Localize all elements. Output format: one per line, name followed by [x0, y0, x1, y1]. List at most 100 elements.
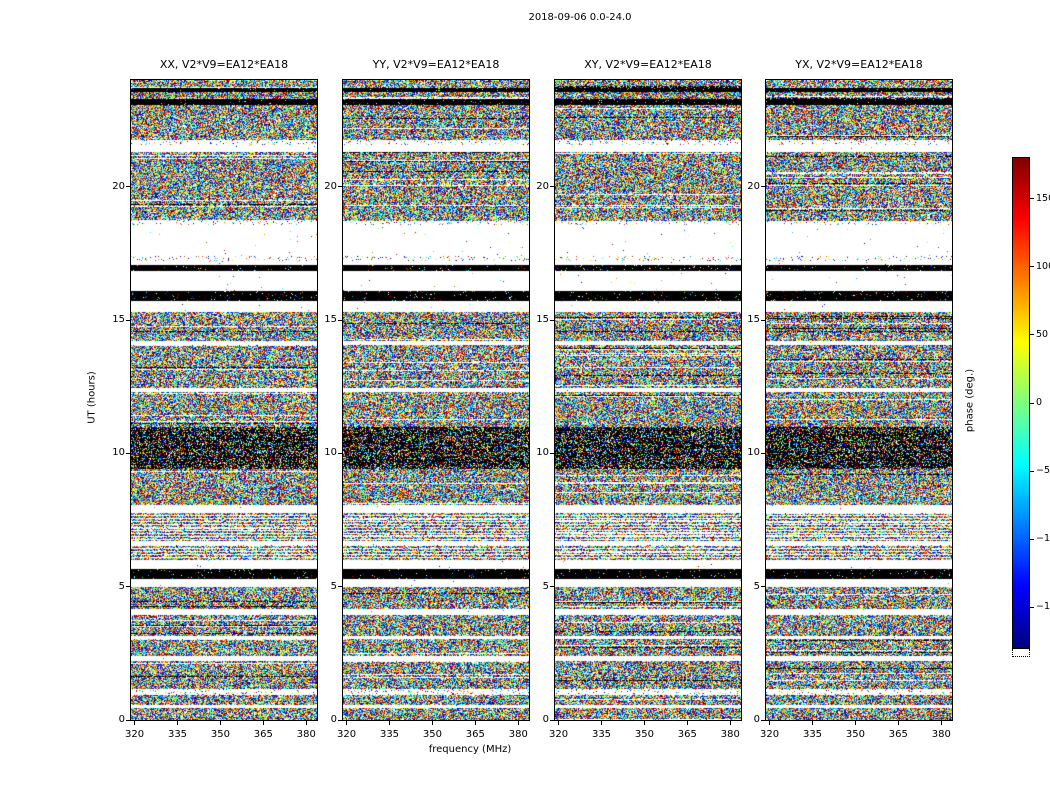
heatmap-canvas-yy — [343, 80, 529, 720]
heatmap-panel-xx — [130, 79, 318, 721]
colorbar-tick-mark — [1030, 198, 1034, 200]
panel-title-yx: YX, V2*V9=EA12*EA18 — [795, 58, 923, 71]
x-tick-mark — [686, 721, 688, 725]
y-tick-mark — [338, 719, 342, 721]
panel-title-yy: YY, V2*V9=EA12*EA18 — [372, 58, 500, 71]
y-tick-label: 20 — [536, 180, 549, 192]
y-tick-mark — [550, 319, 554, 321]
y-tick-label: 10 — [536, 447, 549, 459]
colorbar-tick-label: 0 — [1036, 397, 1043, 408]
colorbar-gradient — [1013, 158, 1029, 648]
heatmap-panel-yx — [765, 79, 953, 721]
x-tick-label: 335 — [802, 729, 823, 740]
x-axis-label: frequency (MHz) — [428, 744, 512, 755]
x-tick-label: 380 — [931, 729, 951, 740]
y-tick-label: 20 — [747, 180, 760, 192]
y-tick-label: 15 — [324, 314, 337, 325]
x-tick-mark — [219, 721, 221, 725]
x-tick-label: 320 — [337, 729, 357, 740]
y-tick-label: 15 — [747, 314, 760, 325]
colorbar-tick-mark — [1030, 334, 1034, 336]
x-tick-label: 320 — [125, 729, 145, 740]
x-tick-mark — [262, 721, 264, 725]
y-tick-mark — [550, 452, 554, 454]
colorbar-tick-mark — [1030, 606, 1034, 608]
colorbar-tick-mark — [1030, 470, 1034, 472]
colorbar-tick-label: −50 — [1036, 465, 1050, 477]
panel-title-xy: XY, V2*V9=EA12*EA18 — [584, 58, 712, 71]
y-tick-mark — [126, 452, 130, 454]
heatmap-canvas-yx — [766, 80, 952, 720]
x-tick-label: 380 — [720, 729, 740, 740]
x-tick-label: 335 — [591, 729, 612, 740]
y-tick-label: 5 — [753, 580, 760, 592]
x-tick-label: 320 — [760, 729, 780, 740]
y-tick-mark — [550, 186, 554, 188]
colorbar-tick-label: 50 — [1036, 328, 1049, 340]
colorbar-tick-mark — [1030, 402, 1034, 404]
x-tick-label: 335 — [379, 729, 400, 740]
colorbar-tick-label: 150 — [1036, 192, 1050, 204]
y-axis-label: UT (hours) — [86, 371, 98, 424]
y-tick-label: 10 — [112, 447, 125, 459]
x-tick-label: 350 — [422, 729, 442, 740]
colorbar-tick-mark — [1030, 538, 1034, 540]
y-tick-mark — [126, 186, 130, 188]
x-tick-label: 350 — [210, 729, 230, 740]
x-tick-label: 350 — [845, 729, 865, 740]
x-tick-mark — [517, 721, 519, 725]
colorbar-frame — [1012, 157, 1030, 649]
y-tick-mark — [338, 319, 342, 321]
y-tick-label: 20 — [112, 180, 125, 192]
x-tick-mark — [854, 721, 856, 725]
x-tick-mark — [177, 721, 178, 725]
x-tick-label: 365 — [465, 729, 485, 740]
x-tick-label: 365 — [888, 729, 908, 740]
heatmap-canvas-xy — [555, 80, 741, 720]
y-tick-mark — [550, 586, 554, 588]
heatmap-panel-yy — [342, 79, 530, 721]
x-tick-mark — [601, 721, 602, 725]
x-tick-mark — [643, 721, 645, 725]
y-tick-label: 0 — [753, 714, 760, 725]
y-tick-label: 0 — [542, 714, 549, 725]
y-tick-label: 5 — [118, 580, 125, 592]
y-tick-label: 15 — [112, 314, 125, 325]
y-tick-mark — [761, 586, 765, 588]
y-tick-label: 0 — [330, 714, 337, 725]
y-tick-label: 5 — [542, 580, 549, 592]
y-tick-label: 20 — [324, 180, 337, 192]
panel-title-xx: XX, V2*V9=EA12*EA18 — [159, 58, 289, 71]
x-tick-label: 365 — [253, 729, 273, 740]
x-tick-label: 380 — [508, 729, 528, 740]
colorbar-label: phase (deg.) — [964, 368, 976, 433]
x-tick-label: 320 — [549, 729, 569, 740]
y-tick-mark — [338, 452, 342, 454]
x-tick-mark — [474, 721, 476, 725]
x-tick-label: 335 — [167, 729, 188, 740]
figure-suptitle: 2018-09-06 0.0-24.0 — [528, 12, 632, 23]
x-tick-mark — [305, 721, 307, 725]
y-tick-mark — [338, 186, 342, 188]
x-tick-mark — [346, 721, 348, 725]
x-tick-mark — [940, 721, 942, 725]
x-tick-mark — [389, 721, 390, 725]
x-tick-label: 380 — [296, 729, 316, 740]
colorbar-extend — [1012, 649, 1030, 657]
colorbar-tick-label: −100 — [1036, 533, 1050, 545]
y-tick-mark — [126, 719, 130, 721]
x-tick-mark — [134, 721, 136, 725]
y-tick-label: 5 — [330, 580, 337, 592]
y-tick-label: 10 — [747, 447, 760, 459]
x-tick-mark — [729, 721, 731, 725]
heatmap-panel-xy — [554, 79, 742, 721]
x-tick-label: 350 — [634, 729, 654, 740]
x-tick-mark — [897, 721, 899, 725]
y-tick-mark — [338, 586, 342, 588]
x-tick-mark — [769, 721, 771, 725]
y-tick-mark — [126, 319, 130, 321]
y-tick-mark — [761, 186, 765, 188]
y-tick-label: 0 — [118, 714, 125, 725]
colorbar-tick-label: −150 — [1036, 601, 1050, 613]
